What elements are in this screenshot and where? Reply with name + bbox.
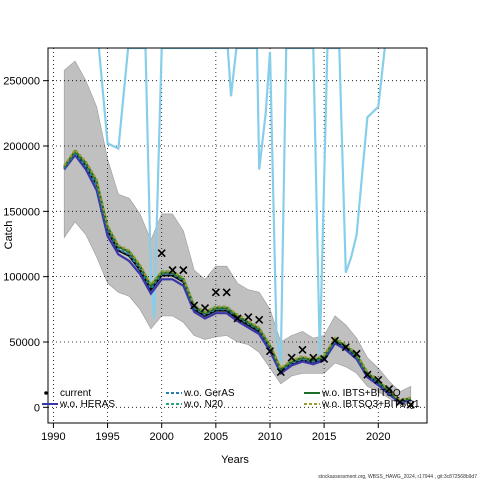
observed-point <box>309 353 318 362</box>
observed-point-stroke <box>222 288 231 297</box>
legend-label: w.o. IBTSQ3+BITSQ1 <box>321 399 420 410</box>
x-tick-label: 2020 <box>366 431 390 443</box>
y-tick-label: 250000 <box>3 76 40 88</box>
observed-point <box>200 303 210 313</box>
observed-point <box>211 288 220 297</box>
legend-label: w.o. IBTS+BITSQ <box>321 388 401 399</box>
x-tick-label: 2000 <box>149 431 173 443</box>
observed-point-stroke <box>255 315 264 324</box>
legend-swatch <box>44 391 48 395</box>
series-line-1 <box>63 153 412 404</box>
observed-point-stroke <box>309 353 318 362</box>
observed-point-stroke <box>320 354 329 364</box>
observed-point <box>222 288 231 297</box>
observed-point-stroke <box>287 353 296 362</box>
observed-point-stroke <box>395 398 404 407</box>
observed-point-stroke <box>374 375 383 384</box>
legend-label: w.o. HERAS <box>59 399 115 410</box>
observed-point-stroke <box>406 400 415 409</box>
x-tick-label: 2005 <box>204 431 228 443</box>
observed-point <box>244 313 253 322</box>
observed-point-stroke <box>200 303 210 313</box>
observed-point-stroke <box>330 336 340 345</box>
observed-point-stroke <box>211 288 220 297</box>
light-blue-line <box>97 48 386 362</box>
axes: 1990 1995 2000 2005 2010 2015 2020 0 50000 100000… <box>3 47 428 443</box>
observed-point <box>168 266 177 275</box>
observed-point <box>233 314 242 323</box>
observed-point-stroke <box>385 384 394 394</box>
observed-point-stroke <box>352 349 361 358</box>
observed-point-stroke <box>363 370 372 379</box>
observed-point <box>276 367 285 377</box>
observed-point <box>330 336 340 345</box>
series-line-2 <box>63 150 412 403</box>
observed-point-stroke <box>244 313 253 322</box>
observed-point-stroke <box>298 345 307 354</box>
light-blue-series <box>97 48 386 362</box>
observed-points <box>157 249 415 409</box>
confidence-band <box>63 60 412 406</box>
observed-point-stroke <box>190 301 199 310</box>
observed-point-stroke <box>341 343 350 352</box>
observed-point <box>406 400 415 409</box>
y-axis-title: Catch <box>3 221 15 250</box>
legend-label: w.o. N20 <box>183 399 223 410</box>
x-axis-title: Years <box>221 454 249 466</box>
y-tick-label: 0 <box>34 402 40 414</box>
observed-point-stroke <box>233 314 242 323</box>
observed-point-stroke <box>168 266 177 275</box>
plot-frame <box>47 47 428 424</box>
x-tick-label: 1990 <box>41 431 65 443</box>
observed-point-stroke <box>265 347 275 356</box>
observed-point <box>255 315 264 324</box>
observed-point-stroke <box>179 266 188 275</box>
y-tick-label: 100000 <box>3 272 40 284</box>
y-tick-label: 200000 <box>3 141 40 153</box>
x-tick-label: 1995 <box>95 431 119 443</box>
observed-point <box>320 354 329 364</box>
observed-point <box>341 343 350 352</box>
observed-point <box>395 398 404 407</box>
observed-point <box>363 370 372 379</box>
credit-text: stockassessment.org, WBSS_HAWG_2024, r17… <box>318 474 477 480</box>
observed-point <box>352 349 361 358</box>
y-tick-label: 150000 <box>3 206 40 218</box>
confidence-band-area <box>63 60 412 406</box>
observed-point <box>374 375 383 384</box>
observed-point <box>179 266 188 275</box>
observed-point <box>157 249 166 258</box>
x-tick-label: 2010 <box>258 431 282 443</box>
series-line-4 <box>63 149 412 402</box>
legend-label: w.o. GerAS <box>183 388 235 399</box>
observed-point <box>298 345 307 354</box>
observed-point <box>287 353 296 362</box>
observed-point <box>385 384 394 394</box>
x-tick-label: 2015 <box>312 431 336 443</box>
observed-point-stroke <box>157 249 166 258</box>
legend-label: current <box>60 388 91 399</box>
y-tick-label: 50000 <box>9 337 40 349</box>
observed-point-stroke <box>276 367 285 377</box>
observed-point <box>265 347 275 356</box>
observed-point <box>190 301 199 310</box>
